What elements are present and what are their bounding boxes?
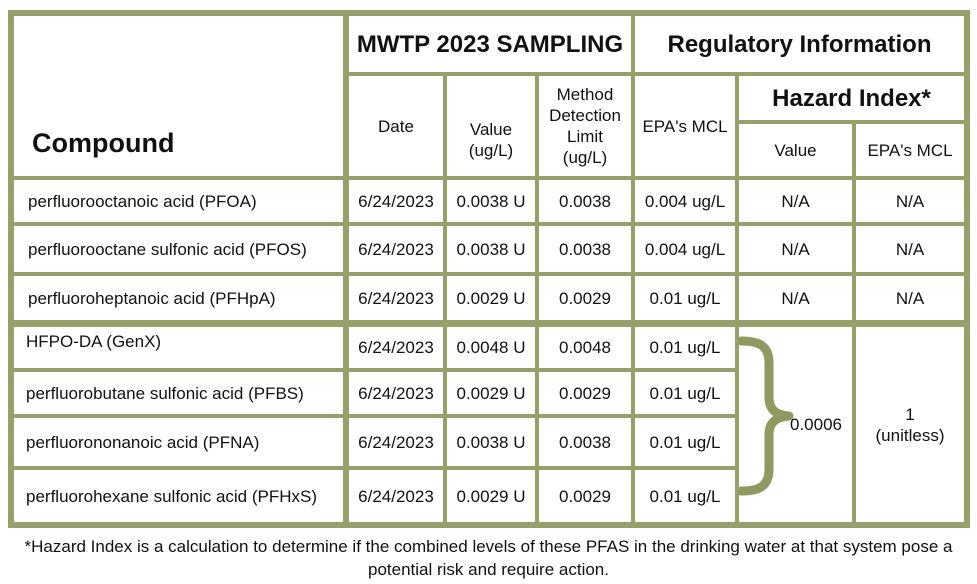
table-row-mcl: 0.004 ug/L (635, 226, 735, 272)
table-row-mcl: 0.01 ug/L (635, 470, 735, 522)
table-row-value: 0.0029 U (447, 372, 535, 414)
table-row-mcl: 0.01 ug/L (635, 276, 735, 320)
table-row-value: 0.0029 U (447, 470, 535, 522)
header-hi-epa-mcl: EPA's MCL (856, 124, 964, 176)
table-row-hi-mcl: N/A (856, 276, 964, 320)
table-row-date: 6/24/2023 (349, 276, 443, 320)
table-row-mcl: 0.01 ug/L (635, 327, 735, 368)
header-epa-mcl: EPA's MCL (635, 76, 735, 176)
table-row-compound: perfluorobutane sulfonic acid (PFBS) (14, 372, 343, 414)
table-row-mdl: 0.0038 (539, 226, 631, 272)
table-row-compound: perfluoroheptanoic acid (PFHpA) (14, 276, 343, 320)
table-row-date: 6/24/2023 (349, 327, 443, 368)
table-row-value: 0.0038 U (447, 180, 535, 222)
header-date: Date (349, 76, 443, 176)
table-row-compound: perfluorohexane sulfonic acid (PFHxS) (14, 470, 343, 522)
table-row-mcl: 0.004 ug/L (635, 180, 735, 222)
table-row-date: 6/24/2023 (349, 180, 443, 222)
table-row-mdl: 0.0038 (539, 180, 631, 222)
table-row-mdl: 0.0038 (539, 418, 631, 466)
table-row-mdl: 0.0048 (539, 327, 631, 368)
table-row-hi-value: N/A (739, 180, 852, 222)
table-row-compound: perfluorooctane sulfonic acid (PFOS) (14, 226, 343, 272)
table-row-hi-mcl: N/A (856, 180, 964, 222)
header-method-detection-limit: Method Detection Limit (ug/L) (539, 76, 631, 176)
table-row-mdl: 0.0029 (539, 276, 631, 320)
table-row-value: 0.0038 U (447, 226, 535, 272)
table-row-value: 0.0048 U (447, 327, 535, 368)
header-hazard-index: Hazard Index* (739, 76, 964, 120)
header-hi-value: Value (739, 124, 852, 176)
table-row-value: 0.0029 U (447, 276, 535, 320)
header-compound: Compound (14, 16, 343, 176)
table-row-hi-value: N/A (739, 276, 852, 320)
table-row-hi-mcl: N/A (856, 226, 964, 272)
table-row-value: 0.0038 U (447, 418, 535, 466)
table-row-date: 6/24/2023 (349, 372, 443, 414)
table-row-compound: HFPO-DA (GenX) (14, 327, 343, 368)
table-row-compound: perfluorononanoic acid (PFNA) (14, 418, 343, 466)
header-regulatory: Regulatory Information (635, 16, 964, 72)
table-row-date: 6/24/2023 (349, 226, 443, 272)
curly-brace-icon (739, 336, 794, 496)
hazard-group-mcl: 1 (unitless) (856, 327, 964, 522)
footnote: *Hazard Index is a calculation to determ… (24, 537, 953, 579)
table-row-mdl: 0.0029 (539, 372, 631, 414)
pfas-sampling-table: Compound MWTP 2023 SAMPLING Regulatory I… (8, 10, 970, 528)
table-row-date: 6/24/2023 (349, 470, 443, 522)
table-row-hi-value: N/A (739, 226, 852, 272)
table-row-date: 6/24/2023 (349, 418, 443, 466)
table-row-mcl: 0.01 ug/L (635, 418, 735, 466)
table-row-mdl: 0.0029 (539, 470, 631, 522)
table-row-mcl: 0.01 ug/L (635, 372, 735, 414)
header-value: Value (ug/L) (447, 76, 535, 176)
header-sampling: MWTP 2023 SAMPLING (349, 16, 631, 72)
table-row-compound: perfluorooctanoic acid (PFOA) (14, 180, 343, 222)
